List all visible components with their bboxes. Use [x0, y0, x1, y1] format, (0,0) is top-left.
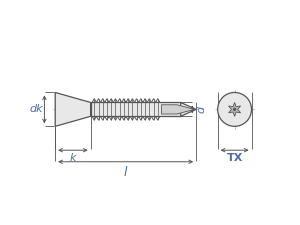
Text: k: k — [70, 153, 76, 163]
Bar — [91, 102, 181, 116]
Polygon shape — [161, 105, 195, 114]
Polygon shape — [181, 102, 196, 116]
Text: dk: dk — [29, 104, 43, 114]
Text: l: l — [124, 166, 128, 179]
Circle shape — [218, 92, 251, 126]
Polygon shape — [229, 102, 241, 116]
Text: TX: TX — [226, 153, 243, 163]
Polygon shape — [55, 92, 91, 126]
Text: d: d — [196, 106, 206, 113]
Circle shape — [234, 108, 236, 110]
